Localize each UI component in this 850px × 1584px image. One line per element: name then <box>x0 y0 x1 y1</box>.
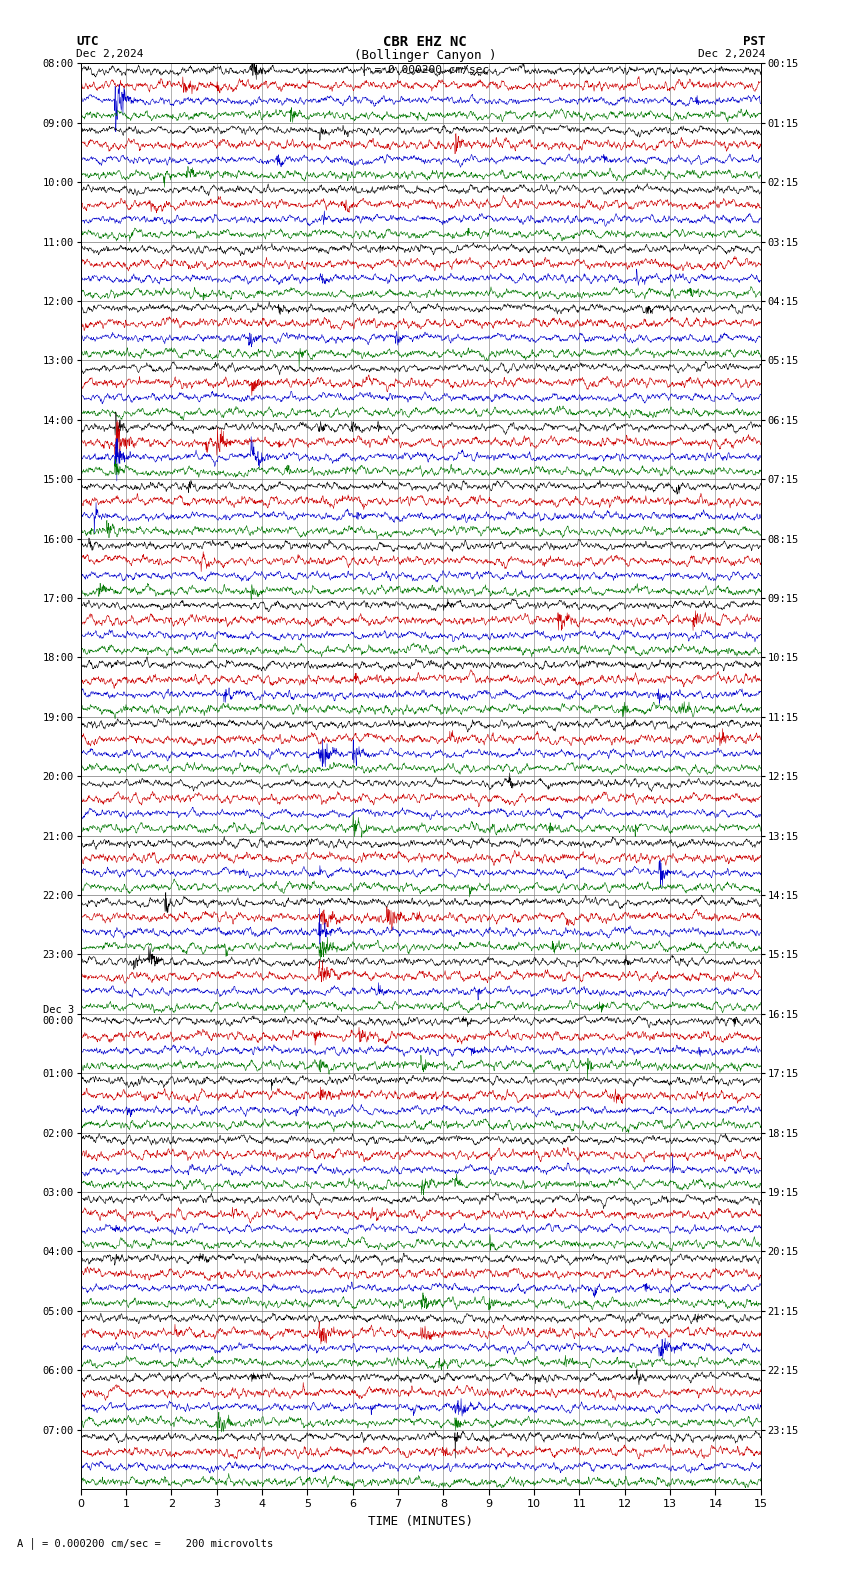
Text: Dec 2,2024: Dec 2,2024 <box>698 49 765 59</box>
Text: PST: PST <box>743 35 765 48</box>
X-axis label: TIME (MINUTES): TIME (MINUTES) <box>368 1514 473 1529</box>
Text: (Bollinger Canyon ): (Bollinger Canyon ) <box>354 49 496 62</box>
Text: CBR EHZ NC: CBR EHZ NC <box>383 35 467 49</box>
Text: Dec 2,2024: Dec 2,2024 <box>76 49 144 59</box>
Text: A │ = 0.000200 cm/sec =    200 microvolts: A │ = 0.000200 cm/sec = 200 microvolts <box>17 1538 273 1549</box>
Text: │ = 0.000200 cm/sec: │ = 0.000200 cm/sec <box>361 63 489 76</box>
Text: UTC: UTC <box>76 35 99 48</box>
